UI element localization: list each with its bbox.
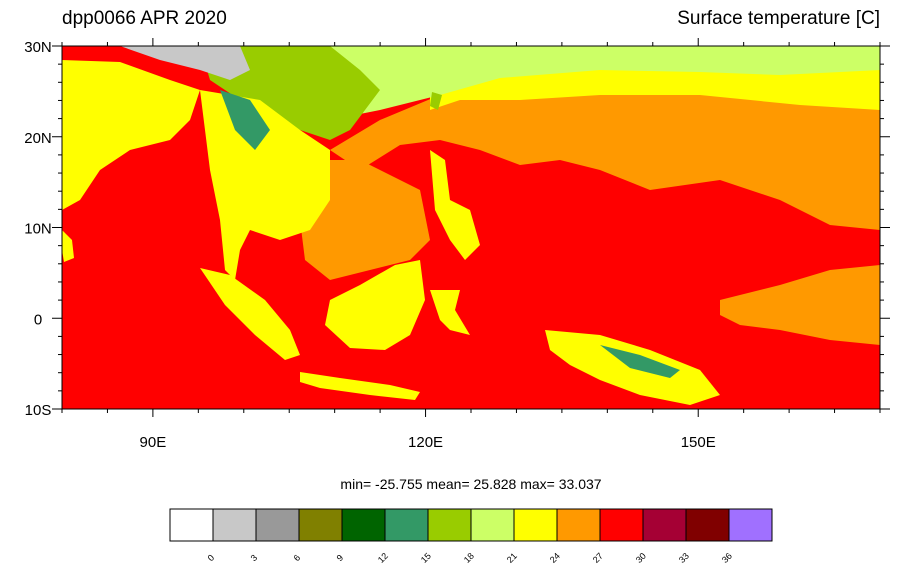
borneo bbox=[325, 260, 425, 350]
colorbar-box bbox=[513, 508, 558, 542]
colorbar-label: 6 bbox=[292, 553, 303, 564]
y-tick-label: 20N bbox=[24, 130, 52, 147]
indochina-green bbox=[220, 90, 270, 150]
colorbar-box bbox=[427, 508, 472, 542]
colorbar-box bbox=[212, 508, 257, 542]
tongue-orange bbox=[720, 265, 880, 345]
colorbar-label: 33 bbox=[677, 551, 691, 565]
java bbox=[300, 372, 420, 400]
title-right: Surface temperature [C] bbox=[677, 8, 880, 29]
x-tick-label: 150E bbox=[681, 434, 716, 451]
y-tick-label: 0 bbox=[34, 311, 42, 328]
colorbar-box bbox=[556, 508, 601, 542]
colorbar: 0 3 6 9 12 15 18 21 24 27 30 33 36 bbox=[169, 508, 773, 565]
colorbar-label: 36 bbox=[720, 551, 734, 565]
india-land bbox=[62, 60, 200, 210]
colorbar-label: 12 bbox=[376, 551, 390, 565]
colorbar-box bbox=[384, 508, 429, 542]
map-field bbox=[62, 46, 880, 409]
colorbar-box bbox=[298, 508, 343, 542]
colorbar-box bbox=[255, 508, 300, 542]
new-guinea-green bbox=[600, 345, 680, 378]
axes: 30N 20N 10N 0 10S 90E 120E 150E bbox=[24, 38, 890, 451]
colorbar-label: 15 bbox=[419, 551, 433, 565]
colorbar-box bbox=[470, 508, 515, 542]
y-tick-label: 30N bbox=[24, 39, 52, 56]
philippines bbox=[430, 150, 480, 260]
y-tick-label: 10S bbox=[25, 402, 52, 419]
taiwan bbox=[430, 92, 442, 110]
y-tick-label: 10N bbox=[24, 221, 52, 238]
title-left: dpp0066 APR 2020 bbox=[62, 8, 227, 29]
colorbar-label: 21 bbox=[505, 551, 519, 565]
colorbar-label: 3 bbox=[249, 553, 260, 564]
sumatra bbox=[200, 268, 300, 360]
stats-text: min= -25.755 mean= 25.828 max= 33.037 bbox=[340, 476, 601, 492]
scs-orange bbox=[300, 160, 430, 280]
colorbar-box bbox=[728, 508, 773, 542]
colorbar-box bbox=[341, 508, 386, 542]
colorbar-label: 18 bbox=[462, 551, 476, 565]
colorbar-label: 30 bbox=[634, 551, 648, 565]
x-tick-label: 120E bbox=[408, 434, 443, 451]
colorbar-box bbox=[642, 508, 687, 542]
north-lightgreen bbox=[330, 46, 880, 120]
himalaya bbox=[120, 46, 250, 80]
colorbar-box bbox=[599, 508, 644, 542]
colorbar-box bbox=[685, 508, 730, 542]
colorbar-label: 0 bbox=[206, 553, 217, 564]
colorbar-label: 24 bbox=[548, 551, 562, 565]
colorbar-box bbox=[169, 508, 214, 542]
sri-lanka bbox=[62, 230, 74, 262]
colorbar-label: 27 bbox=[591, 551, 605, 565]
sulawesi bbox=[430, 290, 470, 335]
colorbar-label: 9 bbox=[335, 553, 346, 564]
x-tick-label: 90E bbox=[140, 434, 167, 451]
indochina-land bbox=[200, 90, 330, 280]
pacific-orange bbox=[330, 85, 880, 230]
